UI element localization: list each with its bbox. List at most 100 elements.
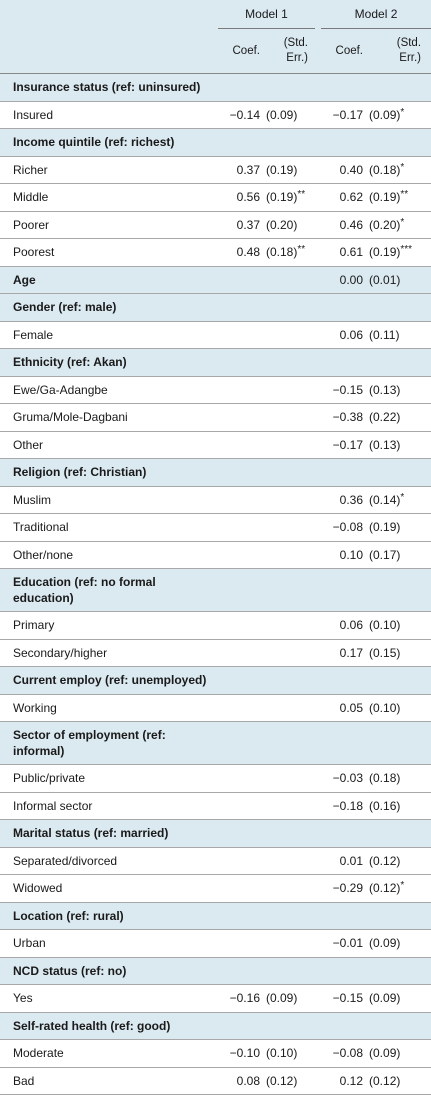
model2-se bbox=[366, 721, 431, 765]
model2-coef: 0.36 bbox=[318, 486, 367, 514]
model1-coef bbox=[218, 847, 263, 875]
model2-coef: −0.01 bbox=[318, 929, 367, 958]
model1-coef bbox=[218, 639, 263, 667]
model2-se-value: (0.12) bbox=[369, 881, 401, 896]
model2-se-value: (0.19) bbox=[369, 190, 401, 205]
model1-se bbox=[263, 902, 319, 930]
model1-coef: 0.37 bbox=[218, 211, 263, 239]
model2-se: (0.18) bbox=[366, 764, 431, 793]
model1-coef bbox=[218, 902, 263, 930]
model2-se-value: (0.09) bbox=[369, 991, 401, 1006]
model1-se bbox=[263, 541, 319, 569]
model2-significance-stars: * bbox=[400, 491, 405, 503]
model1-coef bbox=[218, 486, 263, 514]
model2-coef bbox=[318, 957, 367, 985]
model1-se bbox=[263, 568, 319, 612]
model1-se-value: (0.19) bbox=[266, 162, 298, 177]
model1-coef: 0.37 bbox=[218, 156, 263, 184]
model2-se: (0.14)* bbox=[366, 486, 431, 514]
model2-se-value: (0.22) bbox=[369, 410, 401, 425]
variable-label: Gruma/Mole-Dagbani bbox=[0, 403, 218, 432]
model2-coef-value: −0.08 bbox=[332, 520, 364, 535]
se-header-line2: Err.) bbox=[399, 52, 422, 64]
table-row: Urban −0.01 (0.09) bbox=[0, 929, 431, 958]
section-row: Education (ref: no formal education) bbox=[0, 568, 431, 612]
section-row: Sector of employment (ref: informal) bbox=[0, 721, 431, 765]
model2-coef: 0.06 bbox=[318, 611, 367, 640]
model1-coef bbox=[218, 764, 263, 793]
section-label: NCD status (ref: no) bbox=[0, 957, 218, 985]
model2-se-value: (0.09) bbox=[369, 1046, 401, 1061]
table-body: Insurance status (ref: uninsured) Insured… bbox=[0, 73, 431, 1095]
model1-coef bbox=[218, 431, 263, 459]
model1-se bbox=[263, 321, 319, 349]
model2-coef-value: 0.17 bbox=[339, 645, 364, 660]
variable-label: Urban bbox=[0, 929, 218, 958]
model2-coef-value: −0.17 bbox=[332, 437, 364, 452]
model2-coef: −0.18 bbox=[318, 792, 367, 820]
section-row: Location (ref: rural) bbox=[0, 902, 431, 930]
model1-coef bbox=[218, 321, 263, 349]
model2-coef-value: 0.00 bbox=[339, 272, 364, 287]
model2-significance-stars: * bbox=[400, 216, 405, 228]
model1-se-value: (0.20) bbox=[266, 217, 298, 232]
variable-label: Traditional bbox=[0, 513, 218, 542]
section-label: Income quintile (ref: richest) bbox=[0, 128, 218, 157]
variable-label: Poorer bbox=[0, 211, 218, 239]
table-row: Working 0.05 (0.10) bbox=[0, 694, 431, 722]
variable-label: Muslim bbox=[0, 486, 218, 514]
model1-significance-stars: ** bbox=[297, 244, 306, 256]
variable-label: Moderate bbox=[0, 1039, 218, 1068]
model1-coef bbox=[218, 929, 263, 958]
variable-label: Yes bbox=[0, 984, 218, 1013]
model1-coef bbox=[218, 957, 263, 985]
model2-coef-value: −0.08 bbox=[332, 1046, 364, 1061]
model1-header: Model 1 bbox=[218, 0, 319, 29]
model2-coef: 0.46 bbox=[318, 211, 367, 239]
variable-label: Informal sector bbox=[0, 792, 218, 820]
model1-coef bbox=[218, 266, 263, 294]
table-row: Public/private −0.03 (0.18) bbox=[0, 764, 431, 793]
table-row: Middle 0.56 (0.19)** 0.62 (0.19)** bbox=[0, 183, 431, 212]
table-row: Informal sector −0.18 (0.16) bbox=[0, 792, 431, 820]
model2-se-value: (0.20) bbox=[369, 217, 401, 232]
model2-significance-stars: *** bbox=[400, 244, 413, 256]
model2-coef: 0.40 bbox=[318, 156, 367, 184]
model1-se bbox=[263, 513, 319, 542]
model1-coef bbox=[218, 403, 263, 432]
model1-coef bbox=[218, 694, 263, 722]
variable-label: Insured bbox=[0, 101, 218, 129]
section-label: Sector of employment (ref: informal) bbox=[0, 721, 218, 765]
model1-coef bbox=[218, 348, 263, 377]
model2-se: (0.13) bbox=[366, 431, 431, 459]
model2-se: (0.19) bbox=[366, 513, 431, 542]
model2-se bbox=[366, 568, 431, 612]
model1-se bbox=[263, 348, 319, 377]
section-label: Insurance status (ref: uninsured) bbox=[0, 73, 218, 102]
model2-se: (0.20)* bbox=[366, 211, 431, 239]
section-label: Ethnicity (ref: Akan) bbox=[0, 348, 218, 377]
model2-coef: 0.10 bbox=[318, 541, 367, 569]
model2-se bbox=[366, 666, 431, 695]
model2-se bbox=[366, 128, 431, 157]
model2-coef-value: 0.05 bbox=[339, 700, 364, 715]
se-header-line2: Err.) bbox=[286, 52, 309, 64]
model2-se: (0.18)* bbox=[366, 156, 431, 184]
model1-se-value: (0.19) bbox=[266, 190, 298, 205]
model2-coef bbox=[318, 348, 367, 377]
variable-label: Working bbox=[0, 694, 218, 722]
header-blank-2 bbox=[0, 28, 218, 74]
model1-se bbox=[263, 1012, 319, 1040]
model2-coef bbox=[318, 819, 367, 848]
model1-coef-value: 0.56 bbox=[236, 190, 260, 205]
section-row: Self-rated health (ref: good) bbox=[0, 1012, 431, 1040]
model1-se bbox=[263, 403, 319, 432]
model1-coef bbox=[218, 1012, 263, 1040]
model2-coef: 0.62 bbox=[318, 183, 367, 212]
section-row: Gender (ref: male) bbox=[0, 293, 431, 322]
model1-se bbox=[263, 73, 319, 102]
se-header-line1: (Std. bbox=[283, 37, 309, 49]
variable-label: Other/none bbox=[0, 541, 218, 569]
model1-coef: −0.10 bbox=[218, 1039, 263, 1068]
